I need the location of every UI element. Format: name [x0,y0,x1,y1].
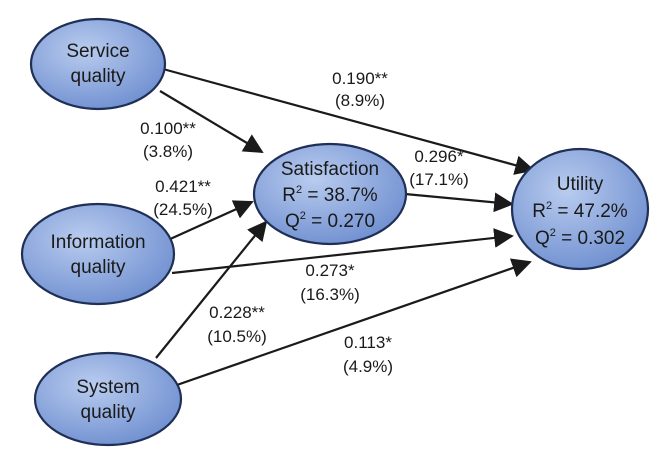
effect-satisfaction-utility: (17.1%) [409,170,469,189]
label-system-to-satisfaction: 0.228** (10.5%) [207,303,267,346]
effect-system-utility: (4.9%) [343,357,393,376]
service-quality-line1: Service [66,41,129,62]
label-information-to-utility: 0.273* (16.3%) [300,261,360,304]
satisfaction-r2: R2 = 38.7% [282,184,377,206]
node-satisfaction: Satisfaction R2 = 38.7% Q2 = 0.270 [252,142,408,246]
utility-q2: Q2 = 0.302 [535,227,625,249]
coef-information-utility: 0.273* [305,261,355,280]
satisfaction-title: Satisfaction [281,159,379,180]
coef-system-satisfaction: 0.228** [209,303,265,322]
node-utility: Utility R2 = 47.2% Q2 = 0.302 [510,147,650,271]
coef-service-utility: 0.190** [332,69,388,88]
information-quality-line1: Information [50,232,145,253]
effect-system-satisfaction: (10.5%) [207,327,267,346]
label-system-to-utility: 0.113* (4.9%) [343,333,393,376]
node-service-quality: Service quality [29,17,167,111]
label-service-to-satisfaction: 0.100** (3.8%) [140,119,196,161]
coef-system-utility: 0.113* [344,333,392,352]
arrow-satisfaction-to-utility [404,192,514,213]
arrow-system-to-utility [173,258,532,388]
label-information-to-satisfaction: 0.421** (24.5%) [153,177,213,219]
arrow-information-to-satisfaction [167,200,254,242]
service-quality-line2: quality [71,66,126,87]
coef-satisfaction-utility: 0.296* [414,147,464,166]
arrow-service-to-satisfaction [159,90,264,154]
effect-information-utility: (16.3%) [300,285,360,304]
utility-r2: R2 = 47.2% [532,200,627,222]
satisfaction-q2: Q2 = 0.270 [285,210,375,232]
label-satisfaction-to-utility: 0.296* (17.1%) [409,147,469,189]
system-quality-line2: quality [81,402,136,423]
label-service-to-utility: 0.190** (8.9%) [332,69,388,110]
coef-service-satisfaction: 0.100** [140,119,196,138]
information-quality-line2: quality [71,257,126,278]
system-quality-line1: System [76,377,139,398]
node-system-quality: System quality [33,351,183,447]
node-information-quality: Information quality [20,202,176,306]
effect-service-satisfaction: (3.8%) [143,142,193,161]
arrow-system-to-satisfaction [155,220,268,359]
effect-information-satisfaction: (24.5%) [153,200,213,219]
coef-information-satisfaction: 0.421** [155,177,211,196]
arrow-service-to-utility [162,67,535,175]
effect-service-utility: (8.9%) [335,91,385,110]
utility-title: Utility [557,174,604,195]
